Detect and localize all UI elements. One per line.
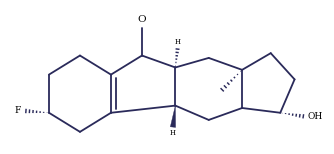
Text: O: O [138, 15, 146, 24]
Text: H: H [175, 38, 181, 46]
Text: OH: OH [308, 112, 323, 121]
Text: F: F [14, 106, 20, 115]
Text: H: H [170, 129, 176, 137]
Polygon shape [170, 106, 176, 127]
